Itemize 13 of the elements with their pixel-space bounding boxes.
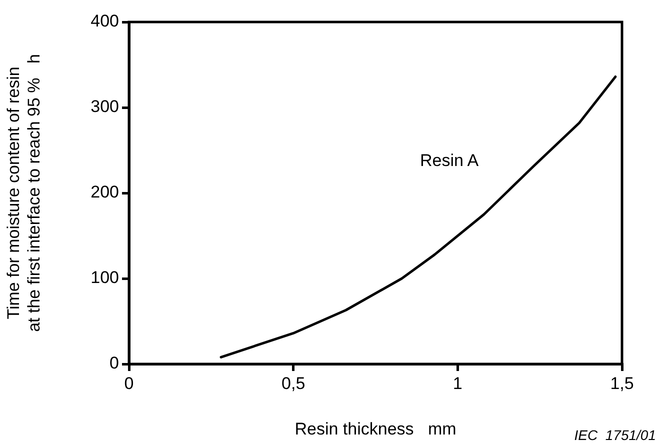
y-tick-label: 300 [90,97,119,116]
x-tick-label: 1 [452,374,462,393]
x-tick-label: 0 [124,374,134,393]
text: IEC 1751/01 [574,427,656,443]
x-tick-label: 1,5 [610,374,634,393]
y-tick-label: 0 [110,354,119,373]
y-tick-label: 400 [90,12,119,31]
x-tick-label: 0,5 [282,374,306,393]
x-axis-title: Resin thickness mm [294,419,456,438]
y-tick-label: 100 [90,268,119,288]
text: Resin A [420,151,480,170]
y-tick-label: 200 [90,182,119,202]
y-axis-title: Time for moisture content of resin at the first interface to reach 95 % h [4,54,44,332]
